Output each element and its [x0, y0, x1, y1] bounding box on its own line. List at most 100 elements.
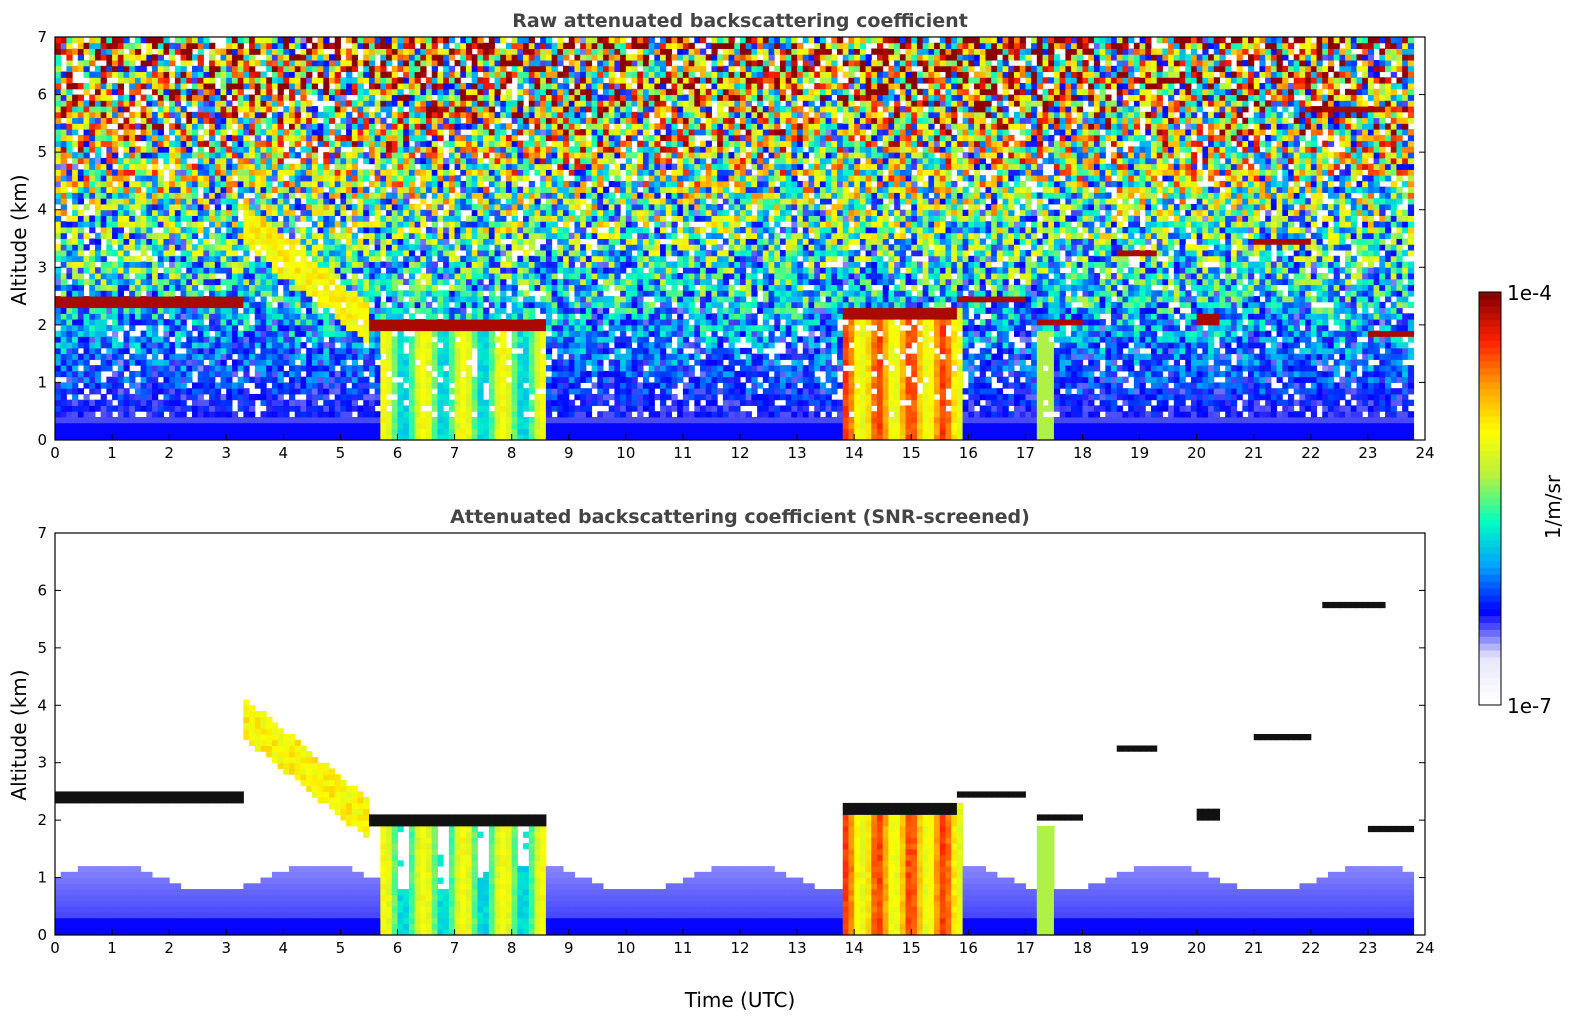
x-tick-label: 12 [730, 939, 749, 957]
colorbar-segment [1479, 457, 1501, 465]
colorbar-segment [1479, 663, 1501, 672]
x-tick-label: 9 [564, 444, 574, 462]
colorbar-segment [1479, 312, 1501, 321]
x-tick-label: 11 [673, 939, 692, 957]
y-tick-label: 0 [37, 431, 47, 449]
colorbar-segment [1479, 691, 1501, 699]
colorbar-segment [1479, 643, 1501, 651]
x-tick-label: 7 [450, 939, 460, 957]
y-tick-label: 3 [37, 258, 47, 276]
colorbar-segment [1479, 360, 1501, 369]
colorbar-segment [1479, 319, 1501, 328]
colorbar-segment [1479, 512, 1501, 520]
x-tick-label: 18 [1073, 939, 1092, 957]
colorbar-segment [1479, 484, 1501, 493]
colorbar-segment [1479, 677, 1501, 685]
y-tick-label: 3 [37, 754, 47, 772]
colorbar-segment [1479, 353, 1501, 362]
bottom-panel-title: Attenuated backscattering coefficient (S… [450, 506, 1030, 528]
x-tick-label: 10 [616, 444, 635, 462]
x-tick-label: 14 [845, 444, 864, 462]
colorbar-segment [1479, 587, 1501, 596]
colorbar-segment [1479, 381, 1501, 389]
x-tick-label: 0 [50, 939, 60, 957]
x-tick-label: 18 [1073, 444, 1092, 462]
colorbar-segment [1479, 546, 1501, 555]
colorbar-segment [1479, 443, 1501, 451]
x-tick-label: 5 [336, 939, 346, 957]
x-tick-label: 15 [902, 444, 921, 462]
colorbar-segment [1479, 464, 1501, 472]
colorbar-frame [1478, 291, 1502, 706]
x-tick-label: 23 [1358, 939, 1377, 957]
colorbar-segment [1479, 594, 1501, 603]
x-tick-label: 8 [507, 444, 517, 462]
x-tick-label: 11 [673, 444, 692, 462]
x-tick-label: 17 [1016, 444, 1035, 462]
colorbar-min-label: 1e-7 [1507, 694, 1552, 718]
x-tick-label: 23 [1358, 444, 1377, 462]
y-tick-label: 5 [37, 143, 47, 161]
x-tick-label: 12 [730, 444, 749, 462]
colorbar-segment [1479, 670, 1501, 679]
x-tick-label: 6 [393, 444, 403, 462]
colorbar-segment [1479, 402, 1501, 410]
x-tick-label: 4 [279, 444, 289, 462]
colorbar-segment [1479, 388, 1501, 396]
x-tick-label: 4 [279, 939, 289, 957]
colorbar-segment [1479, 292, 1501, 300]
y-tick-label: 7 [37, 28, 47, 46]
colorbar-segment [1479, 374, 1501, 383]
x-tick-label: 2 [164, 939, 174, 957]
y-tick-label: 1 [37, 373, 47, 391]
colorbar-segment [1479, 656, 1501, 665]
x-tick-label: 1 [107, 939, 117, 957]
top-panel-title: Raw attenuated backscattering coefficien… [512, 10, 968, 32]
colorbar-segment [1479, 477, 1501, 486]
colorbar-segment [1479, 629, 1501, 637]
x-tick-label: 24 [1415, 444, 1434, 462]
colorbar-segment [1479, 450, 1501, 458]
x-tick-label: 22 [1301, 444, 1320, 462]
colorbar-segment [1479, 684, 1501, 692]
colorbar-segment [1479, 519, 1501, 527]
colorbar-segment [1479, 429, 1501, 438]
colorbar-segment [1479, 367, 1501, 376]
colorbar-segment [1479, 636, 1501, 644]
x-tick-label: 7 [450, 444, 460, 462]
bottom-y-axis-label: Altitude (km) [7, 669, 31, 800]
x-tick-label: 3 [221, 939, 231, 957]
x-tick-label: 21 [1244, 939, 1263, 957]
colorbar-segment [1479, 567, 1501, 575]
colorbar-segment [1479, 649, 1501, 658]
colorbar-segment [1479, 526, 1501, 534]
colorbar-segment [1479, 553, 1501, 562]
heatmap-image [55, 601, 1415, 936]
top-y-axis-label: Altitude (km) [7, 174, 31, 305]
colorbar-segment [1479, 326, 1501, 334]
x-tick-label: 1 [107, 444, 117, 462]
x-tick-label: 16 [959, 444, 978, 462]
colorbar-unit-label: 1/m/sr [1541, 474, 1565, 539]
y-tick-label: 6 [37, 581, 47, 599]
colorbar-segment [1479, 532, 1501, 541]
x-tick-label: 13 [788, 444, 807, 462]
colorbar-segment [1479, 539, 1501, 548]
x-tick-label: 19 [1130, 444, 1149, 462]
y-tick-label: 2 [37, 811, 47, 829]
colorbar-segment [1479, 305, 1501, 314]
y-tick-label: 2 [37, 316, 47, 334]
x-tick-label: 19 [1130, 939, 1149, 957]
x-tick-label: 9 [564, 939, 574, 957]
colorbar-segment [1479, 470, 1501, 479]
x-tick-label: 0 [50, 444, 60, 462]
x-tick-label: 8 [507, 939, 517, 957]
colorbar-segment [1479, 491, 1501, 500]
colorbar-segment [1479, 608, 1501, 617]
colorbar-segment [1479, 436, 1501, 445]
colorbar-segment [1479, 581, 1501, 589]
y-tick-label: 5 [37, 639, 47, 657]
y-tick-label: 0 [37, 926, 47, 944]
x-tick-label: 15 [902, 939, 921, 957]
x-tick-label: 22 [1301, 939, 1320, 957]
